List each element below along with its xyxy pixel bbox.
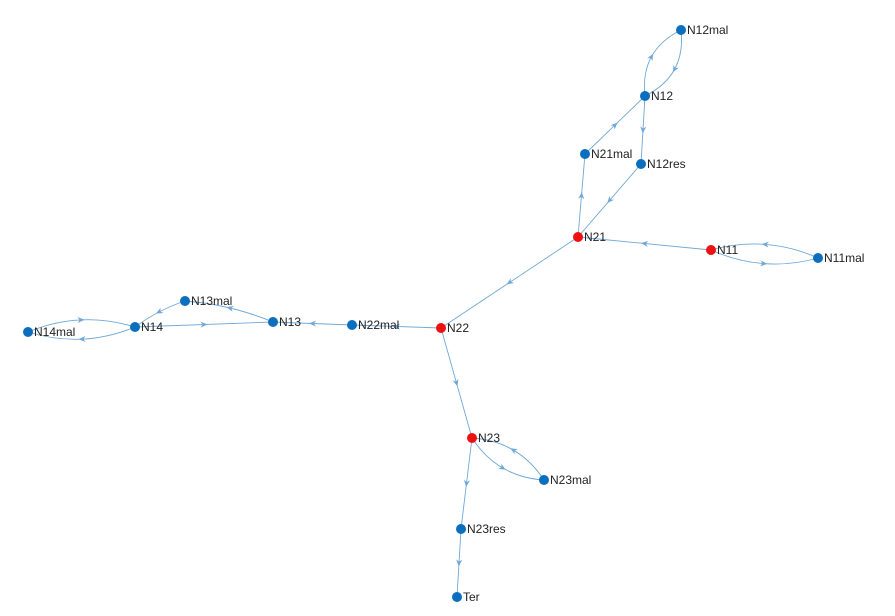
arrowhead-icon [647, 53, 654, 62]
edge-N11-to-N11mal [710, 249, 819, 267]
node-N12res[interactable] [636, 159, 646, 169]
arrowhead-icon [155, 307, 164, 314]
edge-N22mal-to-N13 [272, 320, 353, 327]
node-N14[interactable] [130, 322, 140, 332]
edge-N22-to-N23 [440, 327, 473, 439]
node-N14mal[interactable] [23, 327, 33, 337]
arrowhead-icon [761, 241, 769, 248]
arrowhead-icon [77, 317, 85, 324]
node-N13mal[interactable] [180, 296, 190, 306]
node-label-N22: N22 [447, 321, 469, 335]
edge-N23-to-N23mal [471, 437, 545, 481]
edge-N12-to-N12mal [643, 29, 682, 97]
node-N22mal[interactable] [347, 320, 357, 330]
arrowhead-icon [463, 479, 470, 487]
arrowhead-icon [640, 126, 647, 134]
arrowhead-icon [78, 335, 86, 342]
edge-N12mal-to-N12 [644, 29, 683, 97]
node-label-N21: N21 [584, 230, 606, 244]
edge-N21mal-to-N12 [584, 95, 646, 155]
arrowhead-icon [309, 320, 317, 327]
node-N21mal[interactable] [580, 149, 590, 159]
node-N21[interactable] [573, 232, 583, 242]
edge-N14-to-N14mal [27, 326, 136, 342]
node-N23[interactable] [467, 433, 477, 443]
edge-N23-to-N23res [460, 437, 473, 530]
node-label-N23: N23 [478, 431, 500, 445]
node-N11mal[interactable] [813, 253, 823, 263]
node-label-N21mal: N21mal [591, 147, 632, 161]
edge-N23mal-to-N23 [471, 437, 545, 481]
edge-N11-to-N21 [577, 236, 712, 251]
arrowhead-icon [452, 378, 459, 387]
node-label-N13: N13 [279, 315, 301, 329]
node-N11[interactable] [706, 245, 716, 255]
arrowhead-icon [610, 122, 618, 130]
edge-N14-to-N13 [134, 321, 274, 328]
node-N22[interactable] [436, 323, 446, 333]
node-N23res[interactable] [456, 524, 466, 534]
arrowhead-icon [672, 64, 679, 73]
edge-N13-to-N13mal [184, 300, 274, 323]
arrowhead-icon [760, 260, 768, 267]
node-label-N14: N14 [141, 320, 163, 334]
node-label-N14mal: N14mal [34, 325, 75, 339]
arrowhead-icon [393, 323, 401, 330]
edge-N12res-to-N21 [577, 163, 642, 238]
edge-N14mal-to-N14 [27, 317, 136, 333]
arrowhead-icon [498, 463, 506, 470]
node-label-N13mal: N13mal [191, 294, 232, 308]
arrowhead-icon [506, 278, 515, 285]
node-label-N23res: N23res [467, 522, 506, 536]
node-label-N12mal: N12mal [687, 23, 728, 37]
arrowhead-icon [578, 192, 585, 200]
edge-line [643, 29, 682, 97]
edges-layer [27, 29, 819, 598]
labels-layer: N12mal N12 N21mal N12res N21 N11 N11mal N13mal N… [34, 23, 864, 604]
node-N12mal[interactable] [676, 25, 686, 35]
node-label-N22mal: N22mal [358, 318, 399, 332]
edge-N21-to-N22 [440, 236, 579, 329]
node-N12[interactable] [640, 91, 650, 101]
nodes-layer [23, 25, 823, 602]
arrowhead-icon [200, 321, 208, 328]
node-label-Ter: Ter [463, 590, 480, 604]
arrowhead-icon [226, 305, 234, 312]
edge-N12-to-N12res [640, 95, 647, 165]
node-label-N12: N12 [651, 89, 673, 103]
edge-N23res-to-Ter [456, 528, 463, 598]
node-N23mal[interactable] [539, 475, 549, 485]
arrowhead-icon [456, 559, 463, 567]
node-label-N11: N11 [717, 243, 738, 257]
edge-line [644, 29, 683, 97]
arrowhead-icon [510, 448, 518, 455]
edge-N11mal-to-N11 [710, 241, 819, 259]
edge-N22-to-N22mal [351, 323, 442, 330]
node-label-N23mal: N23mal [550, 473, 591, 487]
edge-N21-to-N21mal [577, 153, 586, 238]
node-N13[interactable] [268, 317, 278, 327]
node-label-N11mal: N11mal [824, 251, 864, 265]
arrowhead-icon [607, 195, 615, 204]
arrowhead-icon [641, 240, 649, 247]
node-Ter[interactable] [452, 592, 462, 602]
node-label-N12res: N12res [647, 157, 686, 171]
